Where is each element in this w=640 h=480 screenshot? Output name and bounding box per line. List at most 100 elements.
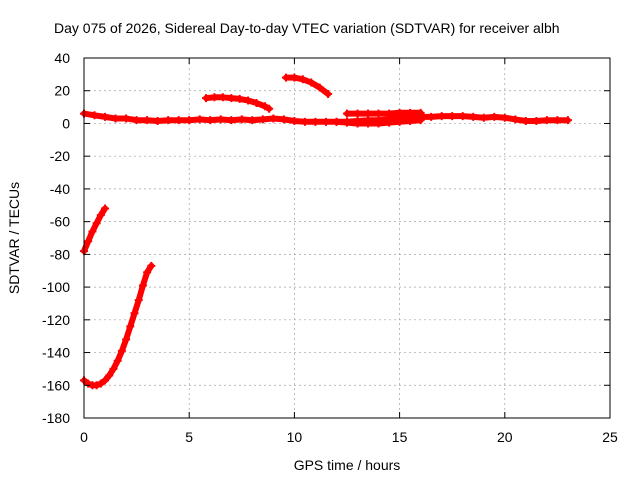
data-point: [395, 108, 404, 117]
data-point: [130, 309, 139, 318]
data-point: [321, 117, 330, 126]
data-point: [500, 113, 509, 122]
data-point: [416, 108, 425, 117]
y-tick-label: 40: [54, 50, 70, 66]
x-tick-label: 25: [602, 429, 618, 445]
data-point: [279, 115, 288, 124]
series-line: [81, 262, 155, 389]
data-point: [563, 116, 572, 125]
data-point: [96, 211, 105, 220]
data-point: [269, 114, 278, 123]
data-point: [448, 112, 457, 121]
data-point: [298, 75, 307, 84]
data-point: [143, 268, 152, 277]
x-tick-label: 0: [80, 429, 88, 445]
data-point: [237, 115, 246, 124]
data-point: [143, 116, 152, 125]
data-point: [248, 116, 257, 125]
data-point: [210, 93, 219, 102]
data-point: [343, 109, 351, 118]
data-point: [281, 73, 290, 82]
y-tick-label: -140: [42, 345, 70, 361]
y-tick-label: -100: [42, 279, 70, 295]
data-point: [260, 102, 269, 111]
data-point: [216, 115, 225, 124]
data-point: [343, 118, 351, 127]
data-point: [202, 94, 211, 103]
data-point: [437, 112, 446, 121]
x-tick-label: 5: [185, 429, 193, 445]
data-point: [416, 116, 425, 125]
data-point: [206, 116, 215, 125]
y-tick-label: 20: [54, 83, 70, 99]
y-axis-label: SDTVAR / TECUs: [6, 182, 22, 294]
data-point: [111, 114, 120, 123]
y-tick-label: 0: [62, 115, 70, 131]
data-point: [311, 117, 320, 126]
data-point: [258, 115, 267, 124]
data-point: [84, 379, 93, 388]
data-point: [364, 109, 373, 118]
data-point: [113, 356, 122, 365]
data-point: [164, 116, 173, 125]
data-point: [134, 296, 143, 305]
data-point: [101, 204, 110, 213]
plot-frame: [83, 57, 611, 419]
x-tick-label: 15: [392, 429, 408, 445]
y-tick-label: -160: [42, 377, 70, 393]
series-band-high: [343, 108, 425, 118]
y-tick-labels: -180 -160 -140 -120 -100 -80 -60 -40 -20 0 20 40: [42, 50, 70, 426]
data-point: [138, 281, 147, 290]
chart-title: Day 075 of 2026, Sidereal Day-to-day VTE…: [54, 20, 560, 36]
data-point: [290, 117, 299, 125]
data-point: [353, 119, 362, 128]
series-hump-b: [281, 73, 333, 98]
data-point: [92, 219, 101, 228]
data-point: [406, 108, 415, 117]
data-point: [542, 116, 551, 125]
data-point: [479, 113, 488, 122]
data-point: [126, 322, 135, 331]
data-point: [307, 78, 316, 87]
data-point: [101, 112, 110, 121]
data-point: [332, 117, 341, 126]
data-point: [252, 99, 261, 107]
data-point: [153, 117, 162, 125]
data-point: [385, 118, 394, 127]
data-point: [88, 227, 97, 236]
data-point: [364, 119, 373, 128]
x-tick-label: 10: [287, 429, 303, 445]
data-point: [96, 379, 105, 388]
series-drop-b: [80, 261, 156, 390]
data-point: [174, 116, 183, 125]
data-point: [227, 116, 236, 125]
data-point: [218, 93, 227, 102]
x-axis-label: GPS time / hours: [294, 457, 401, 473]
y-tick-label: -120: [42, 312, 70, 328]
x-tick-label: 20: [497, 429, 513, 445]
data-point: [395, 117, 404, 126]
data-point: [101, 376, 110, 385]
data-point: [122, 114, 131, 123]
y-tick-label: -60: [50, 214, 70, 230]
y-tick-label: -20: [50, 148, 70, 164]
data-point: [553, 116, 562, 125]
data-point: [532, 117, 541, 125]
data-point: [406, 117, 415, 125]
data-point: [315, 83, 324, 92]
data-point: [109, 364, 118, 373]
data-point: [324, 90, 333, 98]
data-point: [300, 117, 309, 126]
series-band-low: [332, 116, 425, 128]
data-point: [374, 109, 383, 118]
data-point: [265, 104, 274, 113]
data-point: [244, 96, 253, 105]
data-point: [353, 109, 362, 118]
data-point: [374, 119, 383, 128]
data-point: [490, 112, 499, 121]
data-series-group: [80, 73, 572, 390]
data-point: [521, 117, 530, 125]
data-point: [92, 381, 101, 390]
series-line: [283, 74, 332, 97]
